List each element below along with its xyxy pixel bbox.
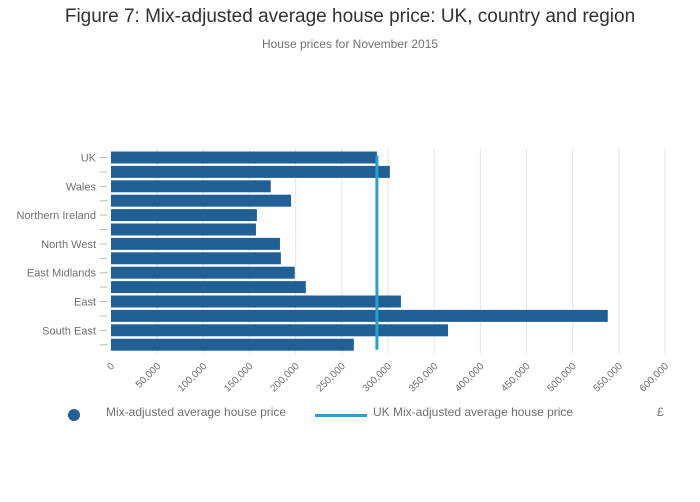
y-category-label: South East (42, 325, 96, 337)
y-category-label: UK (81, 153, 97, 165)
bar (111, 194, 292, 207)
bar (111, 237, 280, 250)
x-tick-label: 550,000 (592, 361, 626, 395)
bar (111, 338, 354, 351)
y-category-label: Wales (66, 181, 97, 193)
bar (111, 324, 449, 337)
y-category-label: East Midlands (27, 268, 97, 280)
bar (111, 281, 306, 294)
bar (111, 266, 295, 279)
x-tick-label: 150,000 (222, 361, 256, 395)
chart-title: Figure 7: Mix-adjusted average house pri… (64, 6, 636, 27)
x-tick-label: 600,000 (638, 361, 672, 395)
x-tick-label: 100,000 (176, 361, 210, 395)
bar (111, 151, 377, 164)
y-category-label: East (74, 297, 96, 309)
x-tick-label: 300,000 (361, 361, 395, 395)
x-axis-unit-label: £ (657, 405, 664, 419)
x-tick-label: 0 (105, 361, 117, 373)
x-tick-label: 400,000 (453, 361, 487, 395)
legend-bar-marker (68, 409, 80, 421)
x-tick-label: 250,000 (315, 361, 349, 395)
x-tick-label: 200,000 (268, 361, 302, 395)
legend-bar-label: Mix-adjusted average house price (106, 405, 287, 419)
x-tick-label: 50,000 (134, 361, 164, 391)
bar (111, 165, 390, 178)
y-category-label: North West (41, 239, 96, 251)
bar (111, 295, 401, 308)
x-tick-label: 350,000 (407, 361, 441, 395)
y-category-label: Northern Ireland (17, 210, 97, 222)
bar (111, 309, 608, 322)
chart-subtitle: House prices for November 2015 (261, 37, 439, 51)
bar (111, 252, 281, 265)
legend-line-marker (315, 414, 367, 417)
legend-line-label: UK Mix-adjusted average house price (373, 405, 574, 419)
x-tick-label: 500,000 (545, 361, 579, 395)
bar (111, 223, 256, 236)
bar (111, 209, 257, 222)
x-tick-label: 450,000 (499, 361, 533, 395)
bar (111, 180, 271, 193)
